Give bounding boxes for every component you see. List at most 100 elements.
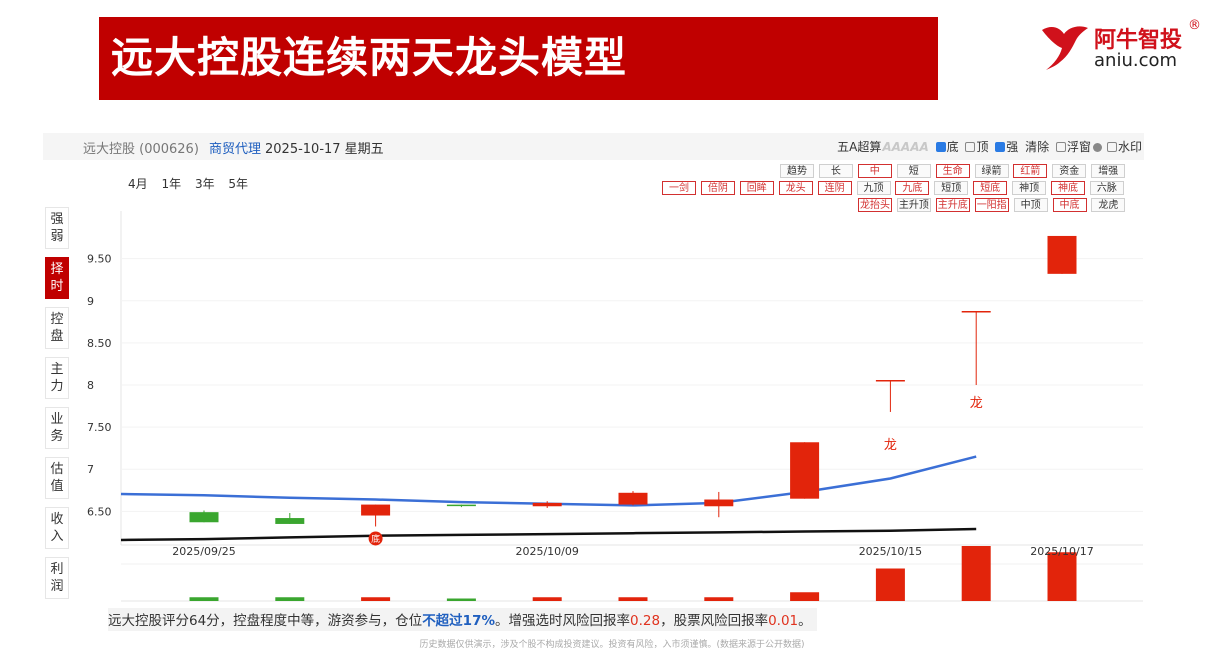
float-checkbox[interactable] — [1055, 142, 1066, 152]
indicator-tag[interactable]: 中 — [857, 164, 892, 178]
y-tick-label: 9 — [87, 295, 94, 308]
indicator-tag[interactable]: 主升底 — [935, 198, 970, 212]
page-title: 远大控股连续两天龙头模型 — [111, 33, 628, 82]
volume-bar — [361, 597, 391, 601]
logo-name: 阿牛智投 — [1094, 28, 1183, 53]
indicator-tag[interactable]: 主升顶 — [896, 198, 931, 212]
tab-profit[interactable]: 利润 — [45, 557, 69, 599]
indicator-tag[interactable]: 连阴 — [817, 181, 852, 195]
chart-options: 五A超算AAAAA 底 顶 强 清除 浮窗 水印 — [837, 138, 1142, 155]
candle-body — [704, 499, 734, 507]
y-tick-label: 7 — [87, 463, 94, 476]
indicator-tag[interactable]: 短顶 — [934, 181, 969, 195]
stock-name: 远大控股 (000626) — [83, 142, 199, 157]
tab-strength[interactable]: 强弱 — [45, 207, 69, 249]
indicator-tag[interactable]: 资金 — [1052, 164, 1087, 178]
tab-valuation[interactable]: 估值 — [45, 457, 69, 499]
strong-checkbox[interactable] — [995, 142, 1006, 152]
indicator-tag[interactable]: 长 — [818, 164, 853, 178]
range-4m[interactable]: 4月 — [128, 177, 148, 191]
ma-blue-line — [120, 455, 977, 507]
volume-bar — [704, 597, 734, 601]
indicator-tag[interactable]: 短底 — [973, 181, 1008, 195]
indicator-tag[interactable]: 神底 — [1051, 181, 1085, 195]
volume-bar — [1047, 552, 1077, 601]
bottom-signal-marker — [368, 531, 383, 546]
candle-body — [1047, 235, 1077, 274]
tab-revenue[interactable]: 收入 — [45, 507, 69, 549]
algo-label: 五A超算 — [837, 140, 882, 154]
candle-body — [189, 512, 219, 523]
range-3y[interactable]: 3年 — [194, 177, 215, 191]
y-tick-label: 9.50 — [87, 253, 112, 266]
top-checkbox[interactable] — [965, 142, 976, 152]
tab-business[interactable]: 业务 — [45, 407, 69, 449]
indicator-tag[interactable]: 龙抬头 — [858, 198, 892, 212]
bottom-signal-label: 底 — [371, 533, 380, 545]
tab-timing[interactable]: 择时 — [45, 257, 69, 299]
volume-bar — [618, 597, 648, 601]
y-tick-label: 8 — [87, 379, 94, 392]
x-tick-label: 2025/10/17 — [1030, 545, 1093, 558]
watermark-checkbox[interactable] — [1106, 142, 1117, 152]
volume-bar — [961, 546, 991, 601]
side-tabs: 强弱 择时 控盘 主力 业务 估值 收入 利润 — [45, 207, 69, 607]
range-1y[interactable]: 1年 — [161, 177, 182, 191]
indicator-tag[interactable]: 神顶 — [1012, 181, 1047, 195]
indicator-tag[interactable]: 六脉 — [1089, 181, 1124, 195]
candle-body — [361, 504, 391, 516]
candle-body — [790, 442, 820, 499]
top-label: 顶 — [976, 140, 989, 154]
bull-logo-icon — [1042, 26, 1088, 70]
indicator-tag[interactable]: 短 — [896, 164, 931, 178]
indicator-tag[interactable]: 生命 — [935, 164, 970, 178]
strong-label: 强 — [1006, 140, 1019, 154]
a-marks[interactable]: AAAAA — [882, 140, 929, 154]
float-label: 浮窗 — [1066, 140, 1091, 154]
chart-panel: 远大控股 (000626) 商贸代理 2025-10-17 星期五 五A超算AA… — [43, 133, 1144, 628]
trade-date: 2025-10-17 星期五 — [265, 142, 384, 157]
range-5y[interactable]: 5年 — [228, 177, 249, 191]
stock-info-bar: 远大控股 (000626) 商贸代理 2025-10-17 星期五 五A超算AA… — [43, 133, 1144, 160]
indicator-tag[interactable]: 回眸 — [739, 181, 774, 195]
candle-body — [532, 502, 562, 507]
indicator-tag[interactable]: 一阳指 — [974, 198, 1009, 212]
candle-body — [618, 492, 648, 505]
aniu-logo: 阿牛智投 ® aniu.com — [1038, 18, 1208, 74]
indicator-tag[interactable]: 趋势 — [780, 164, 814, 178]
indicator-tag[interactable]: 九顶 — [856, 181, 891, 195]
indicator-tag[interactable]: 绿箭 — [974, 164, 1009, 178]
y-tick-label: 7.50 — [87, 421, 112, 434]
title-banner: 远大控股连续两天龙头模型 — [99, 17, 938, 100]
indicator-tag[interactable]: 九底 — [895, 181, 930, 195]
volume-bar — [532, 597, 562, 601]
volume-bar — [275, 597, 305, 601]
x-tick-label: 2025/10/15 — [859, 545, 922, 558]
indicator-tag[interactable]: 中底 — [1052, 198, 1087, 212]
volume-bar — [875, 568, 905, 601]
indicator-tag[interactable]: 龙头 — [778, 181, 813, 195]
volume-bar — [790, 592, 820, 601]
indicator-tag[interactable]: 龙虎 — [1091, 198, 1126, 212]
indicator-tag[interactable]: 中顶 — [1013, 198, 1048, 212]
indicator-tag[interactable]: 红箭 — [1013, 164, 1048, 178]
tab-main-force[interactable]: 主力 — [45, 357, 69, 399]
indicator-tag[interactable]: 增强 — [1091, 164, 1126, 178]
logo-reg-mark: ® — [1188, 18, 1201, 33]
indicator-tag[interactable]: 一剑 — [662, 181, 696, 195]
timing-risk-ratio: 0.28 — [630, 613, 661, 629]
indicator-tag[interactable]: 倍阴 — [700, 181, 735, 195]
industry-link[interactable]: 商贸代理 — [209, 142, 262, 157]
volume-bar — [189, 597, 219, 601]
analysis-summary: 远大控股评分64分，控盘程度中等，游资参与，仓位不超过17%。增强选时风险回报率… — [108, 608, 817, 631]
stock-risk-ratio: 0.01 — [768, 613, 799, 629]
bottom-checkbox[interactable] — [935, 142, 946, 152]
clear-button[interactable]: 清除 — [1025, 140, 1050, 154]
dragon-signal-label: 龙 — [884, 438, 897, 453]
info-icon[interactable] — [1092, 143, 1102, 152]
y-tick-label: 6.50 — [87, 505, 112, 518]
tab-control[interactable]: 控盘 — [45, 307, 69, 349]
volume-bar — [446, 598, 476, 601]
dragon-signal-label: 龙 — [970, 396, 983, 411]
